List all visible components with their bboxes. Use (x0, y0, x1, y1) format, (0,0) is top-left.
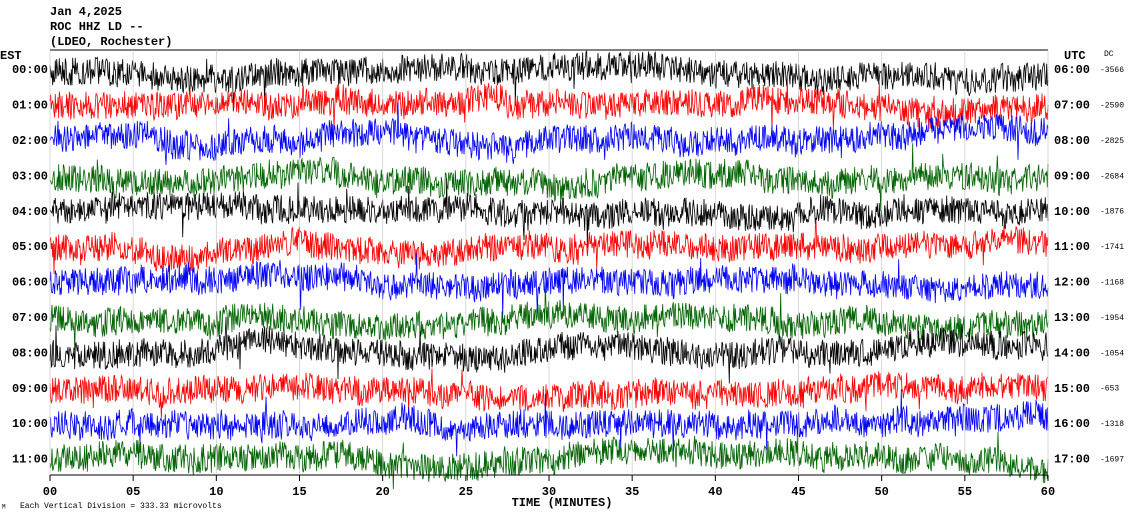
left-axis-label: EST (0, 49, 22, 63)
utc-label: 07:00 (1054, 99, 1090, 113)
utc-label: 06:00 (1054, 63, 1090, 77)
dc-label: DC (1104, 50, 1114, 59)
x-tick-label: 55 (958, 485, 972, 499)
utc-label: 13:00 (1054, 311, 1090, 325)
x-axis-label: TIME (MINUTES) (512, 496, 613, 510)
utc-label: 14:00 (1054, 346, 1090, 360)
est-label: 04:00 (12, 205, 48, 219)
logo: M (2, 504, 6, 511)
dc-value: -1741 (1100, 243, 1124, 252)
x-tick-label: 15 (292, 485, 306, 499)
chart-title: Jan 4,2025 (50, 5, 122, 19)
est-label: 01:00 (12, 99, 48, 113)
right-axis-label: UTC (1064, 49, 1086, 63)
est-label: 00:00 (12, 63, 48, 77)
est-label: 11:00 (12, 453, 48, 467)
dc-value: -1876 (1100, 208, 1124, 217)
dc-value: -653 (1100, 385, 1119, 394)
utc-label: 10:00 (1054, 205, 1090, 219)
x-tick-label: 00 (43, 485, 57, 499)
dc-value: -2684 (1100, 172, 1124, 181)
dc-value: -2590 (1100, 102, 1124, 111)
est-label: 05:00 (12, 240, 48, 254)
utc-label: 09:00 (1054, 169, 1090, 183)
dc-value: -3566 (1100, 66, 1124, 75)
est-label: 08:00 (12, 346, 48, 360)
utc-label: 08:00 (1054, 134, 1090, 148)
x-tick-label: 30 (542, 485, 556, 499)
utc-label: 16:00 (1054, 417, 1090, 431)
x-tick-label: 60 (1041, 485, 1055, 499)
x-tick-label: 05 (126, 485, 140, 499)
dc-value: -2825 (1100, 137, 1124, 146)
utc-label: 11:00 (1054, 240, 1090, 254)
dc-value: -1697 (1100, 456, 1124, 465)
x-tick-label: 50 (874, 485, 888, 499)
overlay: 00 05 10 15 20 25 30 35 40 45 50 55 60 (43, 49, 1055, 499)
utc-label: 17:00 (1054, 453, 1090, 467)
utc-label: 15:00 (1054, 382, 1090, 396)
x-tick-label: 20 (375, 485, 389, 499)
footnote: Each Vertical Division = 333.33 microvol… (20, 502, 222, 511)
utc-label: 12:00 (1054, 276, 1090, 290)
x-tick-label: 40 (708, 485, 722, 499)
est-label: 03:00 (12, 169, 48, 183)
x-tick-label: 10 (209, 485, 223, 499)
dc-value: -1054 (1100, 349, 1124, 358)
est-label: 06:00 (12, 276, 48, 290)
dc-value: -1954 (1100, 314, 1124, 323)
est-label: 02:00 (12, 134, 48, 148)
location: (LDEO, Rochester) (50, 35, 172, 49)
dc-value: -1168 (1100, 279, 1124, 288)
est-label: 09:00 (12, 382, 48, 396)
station: ROC HHZ LD -- (50, 20, 144, 34)
dc-value: -1318 (1100, 420, 1124, 429)
x-tick-label: 25 (459, 485, 473, 499)
x-tick-label: 45 (791, 485, 805, 499)
x-tick-label: 35 (625, 485, 639, 499)
est-label: 10:00 (12, 417, 48, 431)
est-label: 07:00 (12, 311, 48, 325)
